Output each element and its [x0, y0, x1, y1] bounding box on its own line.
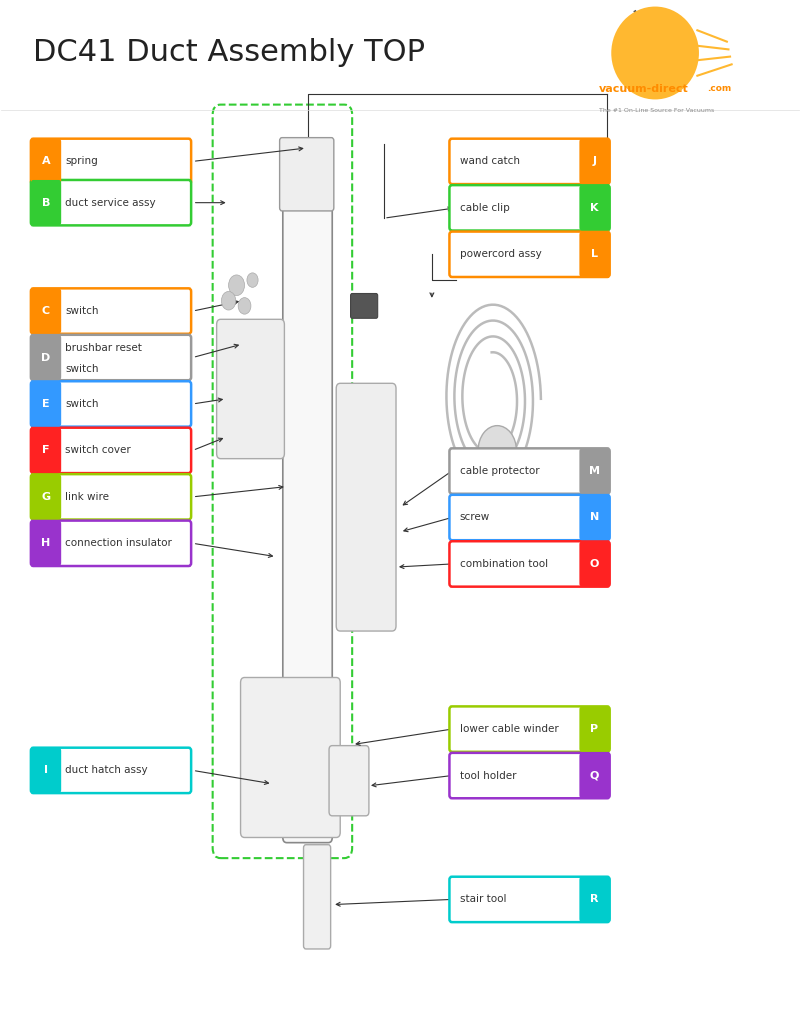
FancyBboxPatch shape [329, 745, 369, 816]
Text: M: M [589, 466, 600, 476]
Circle shape [238, 298, 251, 315]
FancyBboxPatch shape [579, 541, 610, 587]
Text: switch: switch [65, 398, 98, 409]
Text: G: G [42, 492, 50, 502]
Text: cable clip: cable clip [460, 203, 510, 213]
Text: R: R [590, 894, 598, 905]
FancyBboxPatch shape [450, 139, 610, 184]
Text: duct service assy: duct service assy [65, 198, 156, 208]
Text: combination tool: combination tool [460, 559, 548, 569]
Text: wand catch: wand catch [460, 156, 520, 167]
Text: I: I [44, 766, 48, 775]
FancyBboxPatch shape [31, 180, 61, 226]
Text: spring: spring [65, 156, 98, 167]
Text: connection insulator: connection insulator [65, 538, 172, 549]
Text: stair tool: stair tool [460, 894, 506, 905]
FancyBboxPatch shape [31, 521, 191, 566]
Circle shape [222, 292, 236, 310]
Text: switch: switch [65, 306, 98, 316]
Circle shape [229, 275, 245, 296]
FancyBboxPatch shape [450, 752, 610, 798]
Text: The #1 On-Line Source For Vacuums: The #1 On-Line Source For Vacuums [599, 108, 714, 113]
FancyBboxPatch shape [579, 232, 610, 277]
FancyBboxPatch shape [579, 139, 610, 184]
FancyBboxPatch shape [280, 138, 334, 211]
Text: link wire: link wire [65, 492, 109, 502]
FancyBboxPatch shape [579, 877, 610, 922]
FancyBboxPatch shape [31, 427, 191, 473]
Text: B: B [42, 198, 50, 208]
FancyBboxPatch shape [450, 448, 610, 494]
FancyBboxPatch shape [217, 320, 285, 459]
FancyBboxPatch shape [31, 381, 61, 426]
FancyBboxPatch shape [450, 495, 610, 540]
Circle shape [478, 425, 516, 475]
FancyBboxPatch shape [31, 427, 61, 473]
FancyBboxPatch shape [31, 139, 61, 184]
Text: DC41 Duct Assembly TOP: DC41 Duct Assembly TOP [34, 37, 426, 66]
Text: screw: screw [460, 512, 490, 523]
FancyBboxPatch shape [241, 678, 340, 837]
Ellipse shape [611, 6, 699, 99]
FancyBboxPatch shape [450, 877, 610, 922]
FancyBboxPatch shape [579, 495, 610, 540]
FancyBboxPatch shape [31, 521, 61, 566]
Text: P: P [590, 724, 598, 734]
Text: switch: switch [65, 364, 98, 374]
FancyBboxPatch shape [31, 334, 191, 380]
FancyBboxPatch shape [31, 289, 191, 333]
FancyBboxPatch shape [31, 381, 191, 426]
Text: cable protector: cable protector [460, 466, 539, 476]
FancyBboxPatch shape [283, 172, 332, 842]
FancyBboxPatch shape [31, 474, 61, 520]
FancyBboxPatch shape [579, 448, 610, 494]
Text: C: C [42, 306, 50, 316]
FancyBboxPatch shape [579, 752, 610, 798]
FancyBboxPatch shape [336, 383, 396, 631]
Text: F: F [42, 445, 50, 455]
FancyBboxPatch shape [350, 294, 378, 319]
FancyBboxPatch shape [31, 289, 61, 333]
FancyBboxPatch shape [31, 334, 61, 380]
Text: J: J [593, 156, 597, 167]
Circle shape [247, 273, 258, 288]
Text: L: L [591, 249, 598, 260]
Text: K: K [590, 203, 598, 213]
FancyBboxPatch shape [579, 185, 610, 231]
Text: N: N [590, 512, 599, 523]
FancyBboxPatch shape [31, 474, 191, 520]
Text: powercord assy: powercord assy [460, 249, 542, 260]
Text: A: A [42, 156, 50, 167]
Text: tool holder: tool holder [460, 770, 516, 780]
FancyBboxPatch shape [450, 232, 610, 277]
FancyBboxPatch shape [579, 707, 610, 751]
Text: vacuum-direct: vacuum-direct [599, 84, 689, 94]
Text: duct hatch assy: duct hatch assy [65, 766, 148, 775]
Text: lower cable winder: lower cable winder [460, 724, 558, 734]
FancyBboxPatch shape [303, 845, 330, 949]
FancyBboxPatch shape [31, 180, 191, 226]
FancyBboxPatch shape [450, 541, 610, 587]
Text: D: D [42, 353, 50, 362]
FancyBboxPatch shape [31, 747, 191, 793]
Text: E: E [42, 398, 50, 409]
FancyBboxPatch shape [450, 185, 610, 231]
Text: Q: Q [590, 770, 599, 780]
FancyBboxPatch shape [31, 139, 191, 184]
Text: .com: .com [707, 84, 731, 93]
FancyBboxPatch shape [450, 707, 610, 751]
FancyBboxPatch shape [31, 747, 61, 793]
Text: switch cover: switch cover [65, 445, 131, 455]
Text: brushbar reset: brushbar reset [65, 344, 142, 353]
Text: O: O [590, 559, 599, 569]
Text: H: H [42, 538, 50, 549]
